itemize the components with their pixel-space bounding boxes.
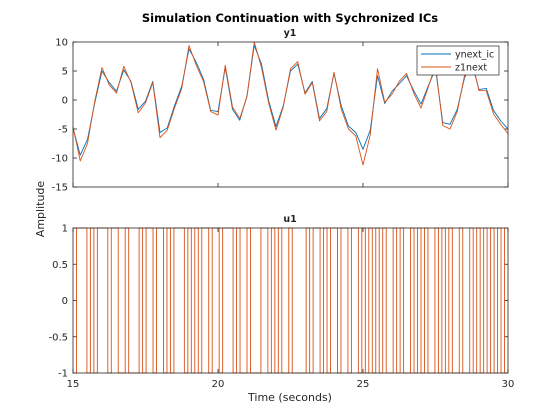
u1-ytick-label: 0 <box>62 296 68 307</box>
y1-ytick-label: 10 <box>55 38 68 49</box>
u1-xtick-label: 25 <box>357 379 370 390</box>
y1-ytick-label: -5 <box>58 125 68 136</box>
legend: ynext_ic z1next <box>416 45 500 76</box>
legend-label-ynext-ic: ynext_ic <box>455 50 494 61</box>
x-axis-label: Time (seconds) <box>247 391 332 404</box>
u1-xtick-label: 15 <box>67 379 80 390</box>
y1-ytick-label: 0 <box>62 96 68 107</box>
legend-box <box>416 45 500 76</box>
y1-ytick-label: -15 <box>52 183 68 194</box>
y1-axes: y1 -15 -10 -5 0 5 10 ynext_ic z1next <box>52 28 509 194</box>
u1-ytick-label: 1 <box>62 224 68 235</box>
u1-xtick-label: 30 <box>502 379 515 390</box>
u1-ytick-label: -1 <box>58 369 68 380</box>
u1-axes-box <box>72 227 509 374</box>
legend-label-z1next: z1next <box>455 63 487 74</box>
y1-subplot-title: y1 <box>284 28 297 39</box>
y-axis-label: Amplitude <box>34 181 47 238</box>
u1-ytick-label: -0.5 <box>48 332 68 343</box>
y1-ytick-label: -10 <box>52 154 68 165</box>
u1-axes: u1 15 20 25 30 -1 -0.5 0 0.5 1 <box>48 214 514 390</box>
u1-plot-area <box>73 228 508 373</box>
u1-xtick-label: 20 <box>212 379 225 390</box>
y1-ytick-label: 5 <box>62 67 68 78</box>
figure-title: Simulation Continuation with Sychronized… <box>142 11 438 25</box>
y1-axes-box <box>72 41 509 188</box>
u1-subplot-title: u1 <box>283 214 296 225</box>
u1-ytick-label: 0.5 <box>52 260 68 271</box>
